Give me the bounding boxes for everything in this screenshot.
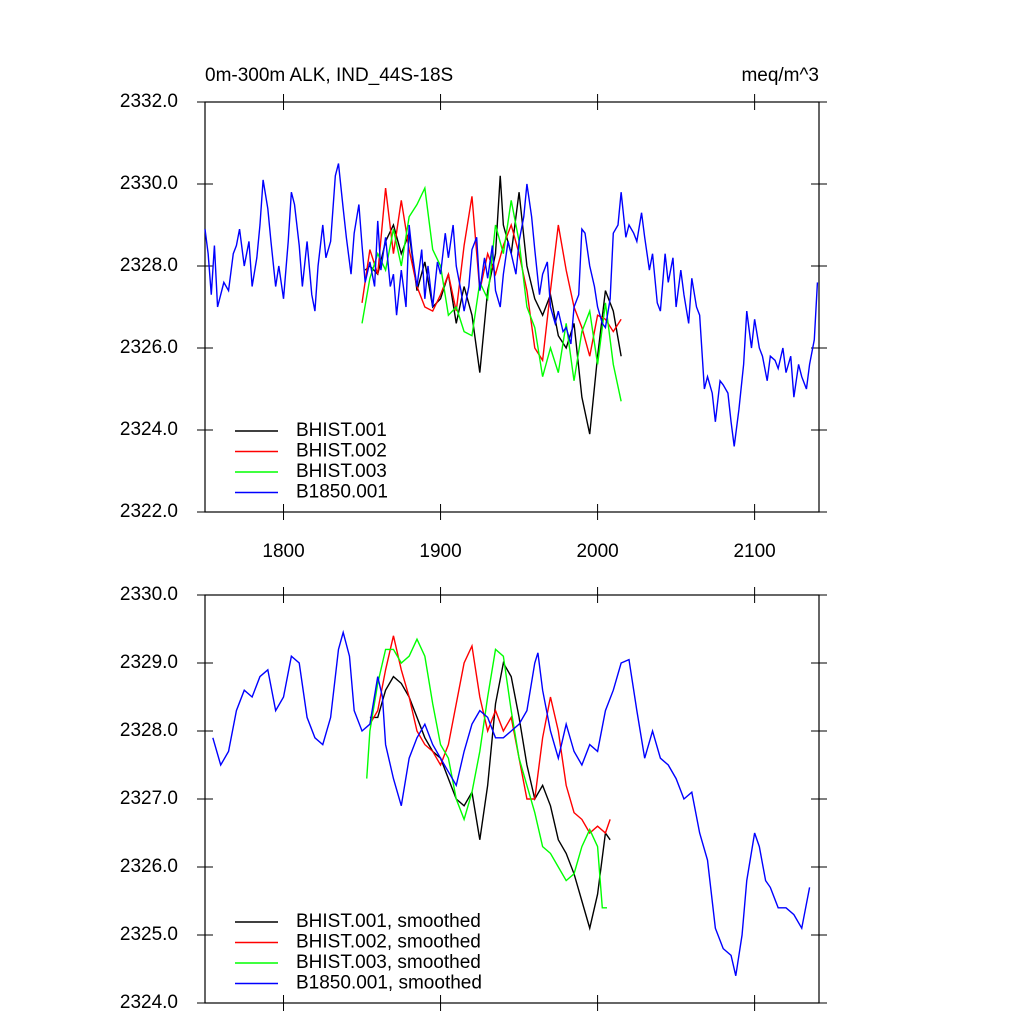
series-line — [204, 163, 819, 447]
x-tick-label: 2000 — [576, 541, 618, 562]
legend-label: B1850.001, smoothed — [296, 973, 482, 994]
legend-label: BHIST.003, smoothed — [296, 952, 481, 973]
y-tick-label: 2326.0 — [120, 337, 178, 358]
x-tick-label: 1900 — [419, 541, 461, 562]
series-line — [369, 635, 611, 835]
y-tick-label: 2322.0 — [120, 501, 178, 522]
y-tick-label: 2326.0 — [120, 856, 178, 877]
y-tick-label: 2324.0 — [120, 992, 178, 1013]
plot-frame — [204, 101, 820, 513]
y-tick-label: 2330.0 — [120, 584, 178, 605]
y-tick-label: 2327.0 — [120, 788, 178, 809]
legend-label: BHIST.002, smoothed — [296, 932, 481, 953]
legend-label: BHIST.001, smoothed — [296, 911, 481, 932]
legend-label: BHIST.002 — [296, 441, 387, 462]
series-line — [212, 629, 811, 976]
y-tick-label: 2328.0 — [120, 720, 178, 741]
legend-label: B1850.001 — [296, 482, 388, 503]
series-line — [369, 661, 611, 931]
series-line — [364, 175, 622, 435]
y-tick-label: 2325.0 — [120, 924, 178, 945]
legend-label: BHIST.001 — [296, 420, 387, 441]
y-tick-label: 2324.0 — [120, 419, 178, 440]
x-tick-label: 2100 — [733, 541, 775, 562]
series-line — [366, 637, 608, 909]
series-line — [361, 185, 622, 402]
legend-label: BHIST.003 — [296, 461, 387, 482]
units-label: meq/m^3 — [741, 65, 819, 86]
y-tick-label: 2329.0 — [120, 652, 178, 673]
y-tick-label: 2332.0 — [120, 91, 178, 112]
chart-title: 0m-300m ALK, IND_44S-18S — [205, 65, 453, 86]
y-tick-label: 2328.0 — [120, 255, 178, 276]
y-tick-label: 2330.0 — [120, 173, 178, 194]
x-tick-label: 1800 — [262, 541, 304, 562]
